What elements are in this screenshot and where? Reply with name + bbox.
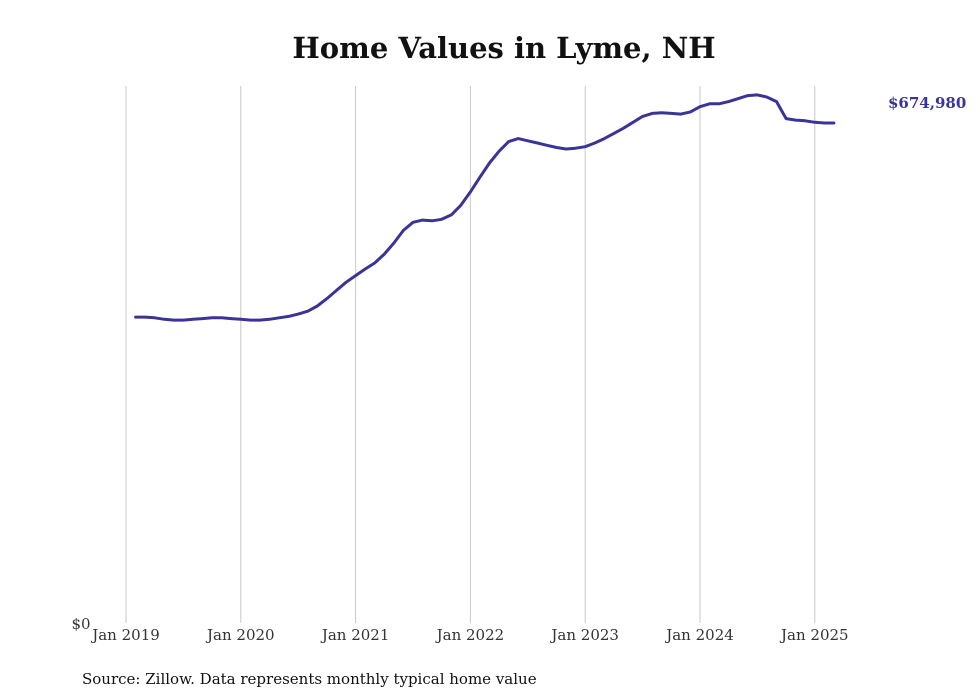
latest-value-label: $674,980: [888, 94, 966, 112]
x-tick-label: Jan 2019: [90, 626, 160, 644]
chart-title: Home Values in Lyme, NH: [292, 31, 715, 65]
x-tick-label: Jan 2021: [320, 626, 390, 644]
x-tick-label: Jan 2022: [435, 626, 505, 644]
x-axis-tick-labels: Jan 2019 Jan 2020 Jan 2021 Jan 2022 Jan 2023…: [90, 626, 848, 644]
x-tick-label: Jan 2024: [664, 626, 734, 644]
x-tick-label: Jan 2020: [205, 626, 275, 644]
source-note: Source: Zillow. Data represents monthly …: [82, 670, 537, 688]
y-tick-label-zero: $0: [71, 615, 90, 633]
x-tick-label: Jan 2025: [779, 626, 849, 644]
grid-lines: [125, 86, 816, 623]
home-value-series-line: [134, 93, 836, 322]
x-tick-label: Jan 2023: [549, 626, 619, 644]
